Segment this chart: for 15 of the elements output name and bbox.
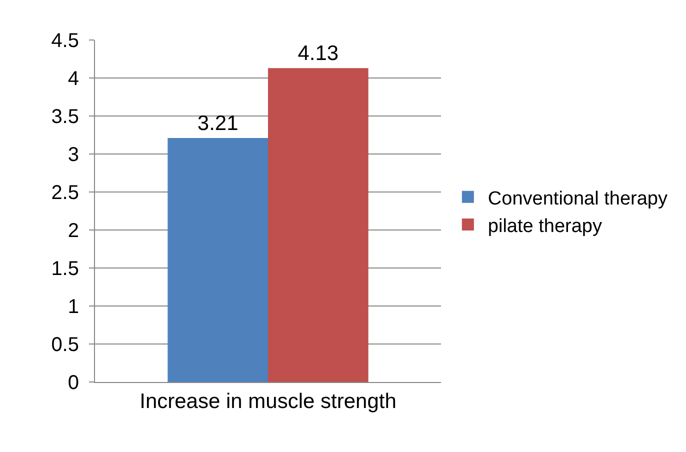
- legend-label: pilate therapy: [488, 216, 602, 237]
- y-tick-label: 1: [68, 296, 79, 318]
- y-tick-label: 4: [68, 68, 79, 90]
- y-tick-label: 0.5: [51, 334, 79, 356]
- x-tick-label: Increase in muscle strength: [140, 390, 396, 414]
- y-tick-label: 3.5: [51, 106, 79, 128]
- y-tick-label: 3: [68, 144, 79, 166]
- y-tick-label: 0: [68, 372, 79, 394]
- y-tick-label: 4.5: [51, 30, 79, 52]
- data-label: 4.13: [298, 42, 339, 66]
- y-tick-label: 2.5: [51, 182, 79, 204]
- y-tick-label: 1.5: [51, 258, 79, 280]
- y-tick-label: 2: [68, 220, 79, 242]
- legend-label: Conventional therapy: [488, 188, 668, 210]
- data-label: 3.21: [197, 112, 238, 136]
